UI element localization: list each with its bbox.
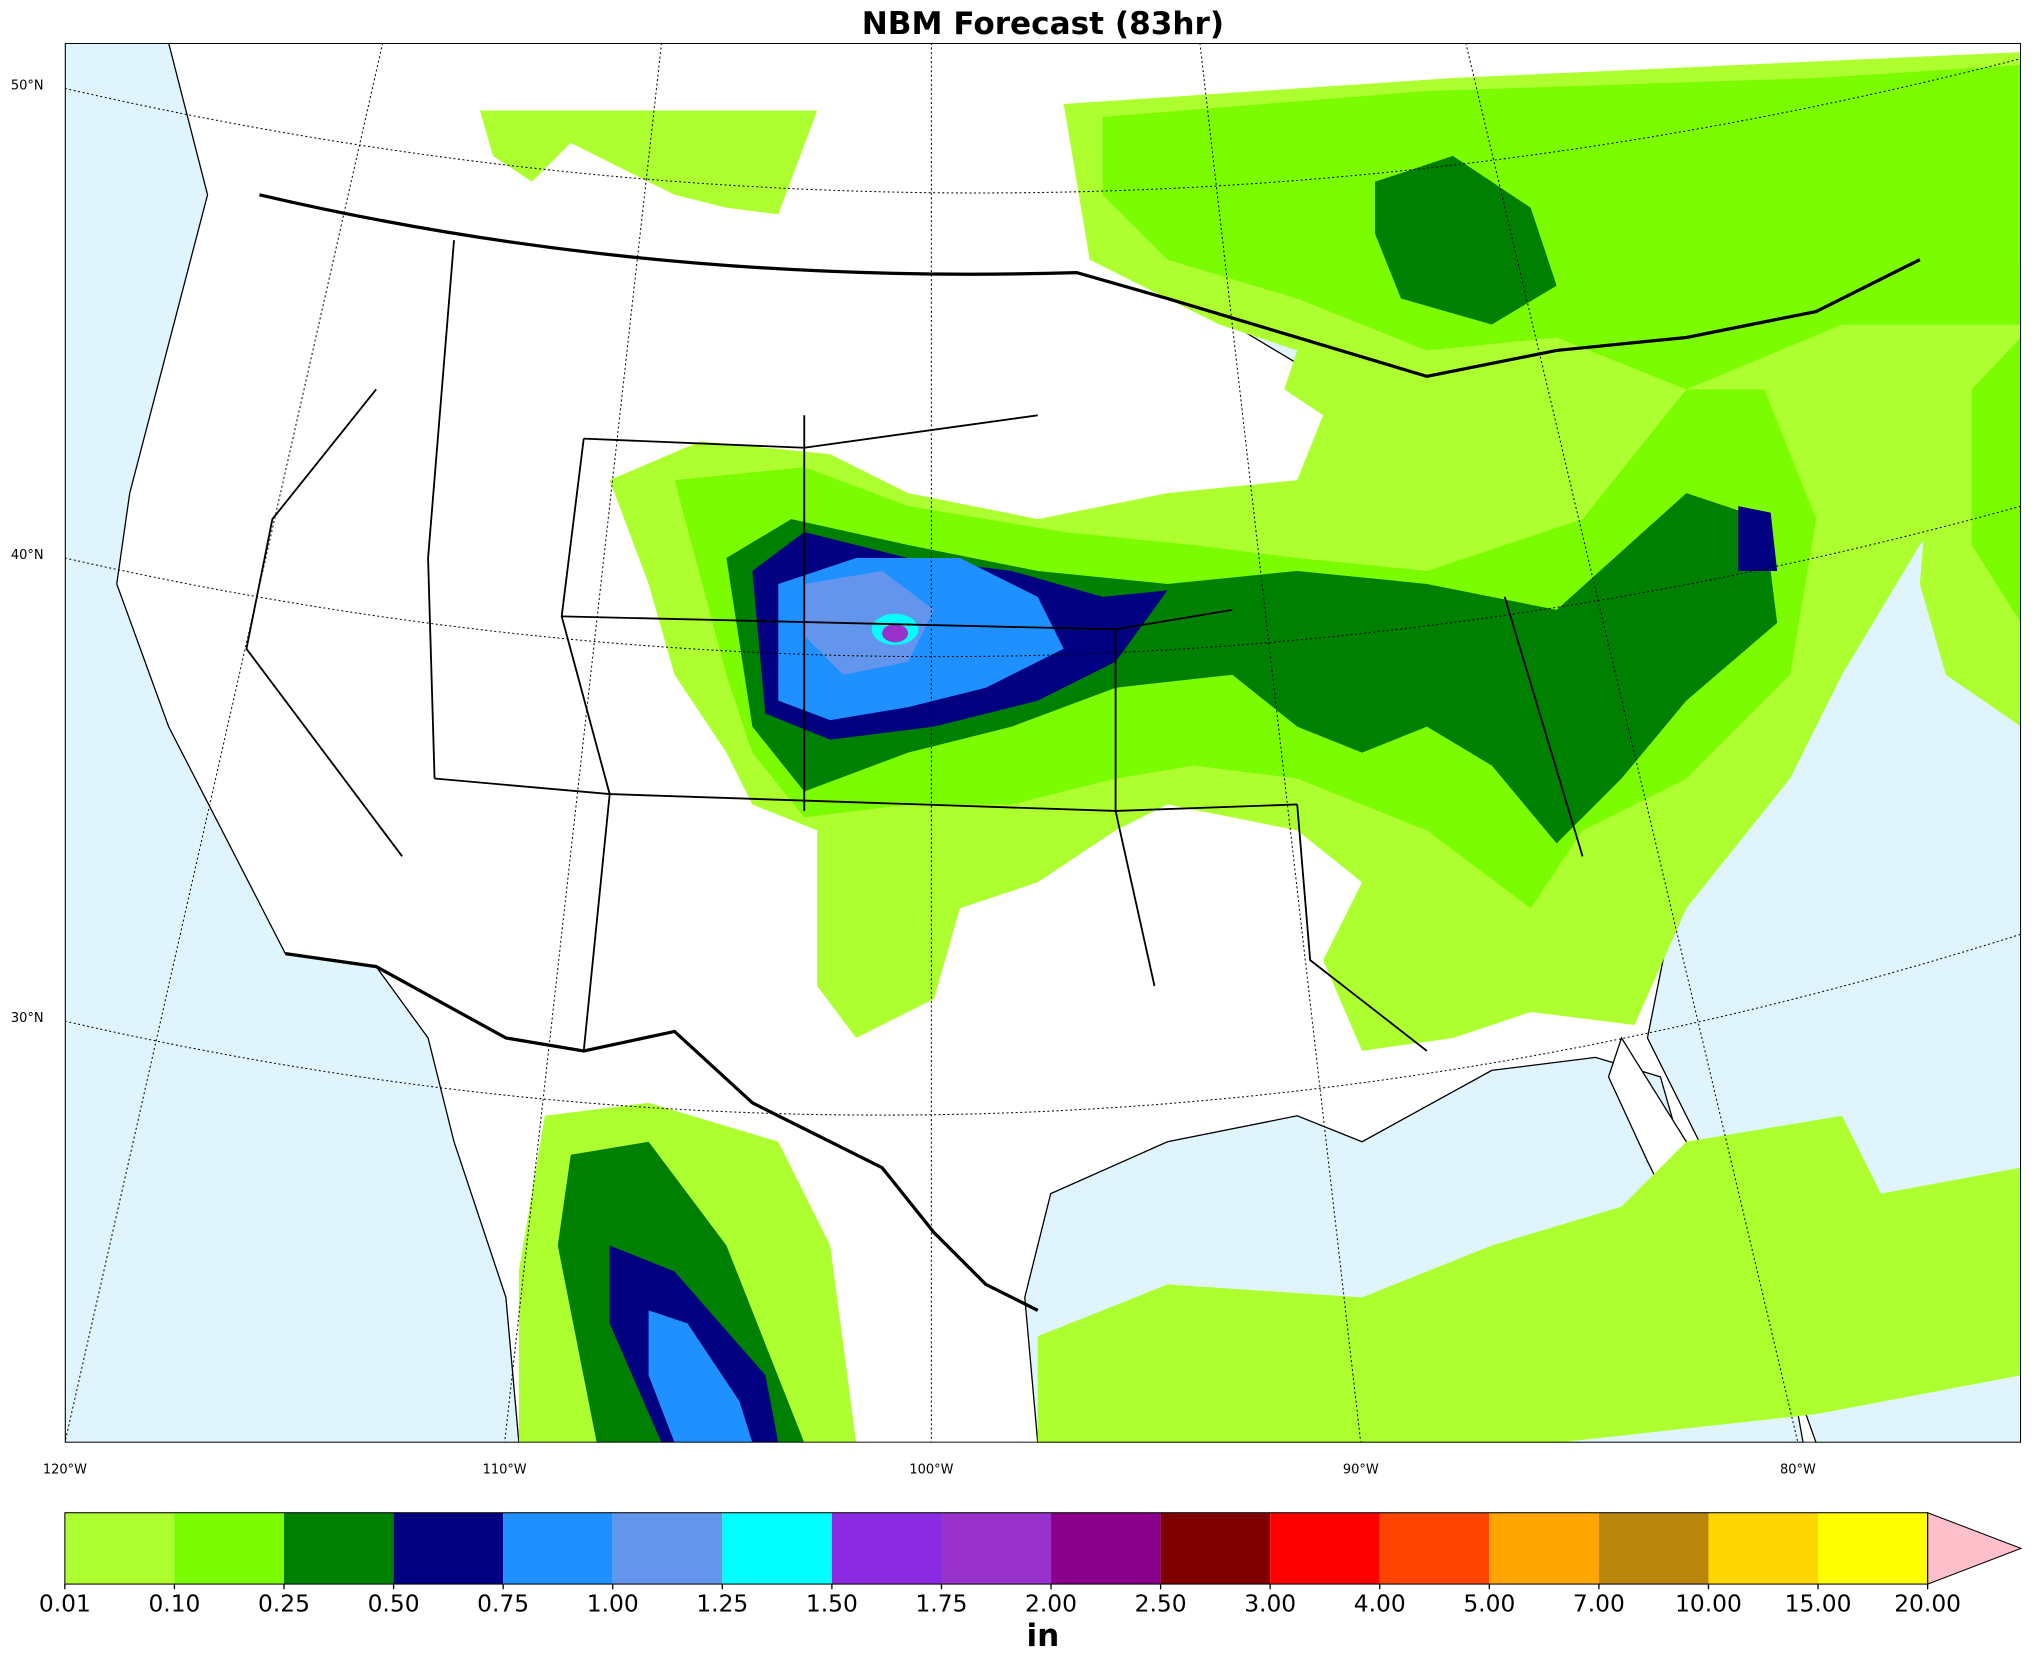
canada-border xyxy=(259,193,1921,379)
colorbar-tick-label: 4.00 xyxy=(1354,1589,1406,1617)
colorbar-tick-label: 0.10 xyxy=(148,1589,200,1617)
mexico-border xyxy=(285,952,1039,1312)
colorbar-box xyxy=(831,1512,942,1585)
latitude-label: 40°N xyxy=(11,548,44,563)
precip-max xyxy=(882,624,909,643)
longitude-label: 80°W xyxy=(1780,1462,1816,1477)
longitude-label: 100°W xyxy=(909,1462,953,1477)
colorbar-tick-label: 0.01 xyxy=(39,1589,91,1617)
state-borders xyxy=(245,240,1584,1052)
colorbar-tick-label: 2.00 xyxy=(1025,1589,1077,1617)
colorbar-tick-label: 1.75 xyxy=(915,1589,967,1617)
precip-east-heavy xyxy=(1738,506,1778,571)
colorbar-box xyxy=(1379,1512,1490,1585)
colorbar-tick-label: 1.50 xyxy=(806,1589,858,1617)
colorbar-box xyxy=(174,1512,285,1585)
graticule xyxy=(64,43,2022,1443)
precip-canada-west xyxy=(479,110,818,215)
colorbar-tick-label: 0.25 xyxy=(258,1589,310,1617)
colorbar: 0.01 0.10 0.25 0.50 0.75 1.00 1.25 1.50 1.75 2.00… xyxy=(39,1511,2023,1617)
colorbar-tick-label: 1.25 xyxy=(696,1589,748,1617)
colorbar-box xyxy=(1598,1512,1709,1585)
colorbar-box xyxy=(941,1512,1052,1585)
precip-ontario xyxy=(1375,155,1557,325)
colorbar-box xyxy=(1051,1512,1161,1585)
colorbar-extension xyxy=(1927,1511,2023,1585)
colorbar-box xyxy=(1160,1512,1271,1585)
map-area xyxy=(64,43,2022,1443)
latitude-labels: 50°N 40°N 30°N xyxy=(11,78,44,1026)
colorbar-unit: in xyxy=(1027,1618,1060,1654)
colorbar-tick-label: 20.00 xyxy=(1894,1589,1961,1617)
precip-atlantic-moderate xyxy=(1971,337,2022,623)
colorbar-outline xyxy=(64,1512,1929,1585)
colorbar-box xyxy=(64,1512,175,1585)
colorbar-tick-label: 7.00 xyxy=(1573,1589,1625,1617)
colorbar-box xyxy=(284,1512,394,1585)
longitude-labels: 120°W 110°W 100°W 90°W 80°W xyxy=(43,1462,1816,1477)
colorbar-box xyxy=(503,1512,613,1585)
precip-gulf xyxy=(1037,1115,2022,1443)
longitude-label: 90°W xyxy=(1343,1462,1379,1477)
colorbar-tick-label: 15.00 xyxy=(1785,1589,1852,1617)
colorbar-tick-label: 2.50 xyxy=(1135,1589,1187,1617)
title: NBM Forecast (83hr) xyxy=(862,6,1224,42)
precip-mexico-very-heavy xyxy=(648,1310,753,1443)
colorbar-box xyxy=(1270,1512,1380,1585)
colorbar-box xyxy=(1708,1512,1819,1585)
colorbar-tick-label: 1.00 xyxy=(587,1589,639,1617)
colorbar-box xyxy=(1818,1512,1928,1585)
longitude-label: 110°W xyxy=(483,1462,527,1477)
precipitation xyxy=(479,52,2022,1443)
colorbar-tick-label: 0.75 xyxy=(477,1589,529,1617)
colorbar-tick-label: 3.00 xyxy=(1244,1589,1296,1617)
longitude-label: 120°W xyxy=(43,1462,87,1477)
latitude-label: 30°N xyxy=(11,1011,44,1026)
colorbar-tick-label: 0.50 xyxy=(368,1589,420,1617)
precip-canada xyxy=(1102,65,2022,390)
colorbar-tick-label: 5.00 xyxy=(1463,1589,1515,1617)
colorbar-box xyxy=(1489,1512,1599,1585)
latitude-label: 50°N xyxy=(11,78,44,93)
colorbar-box xyxy=(393,1512,504,1585)
colorbar-box xyxy=(722,1512,832,1585)
colorbar-tick-label: 10.00 xyxy=(1675,1589,1742,1617)
colorbar-box xyxy=(612,1512,723,1585)
